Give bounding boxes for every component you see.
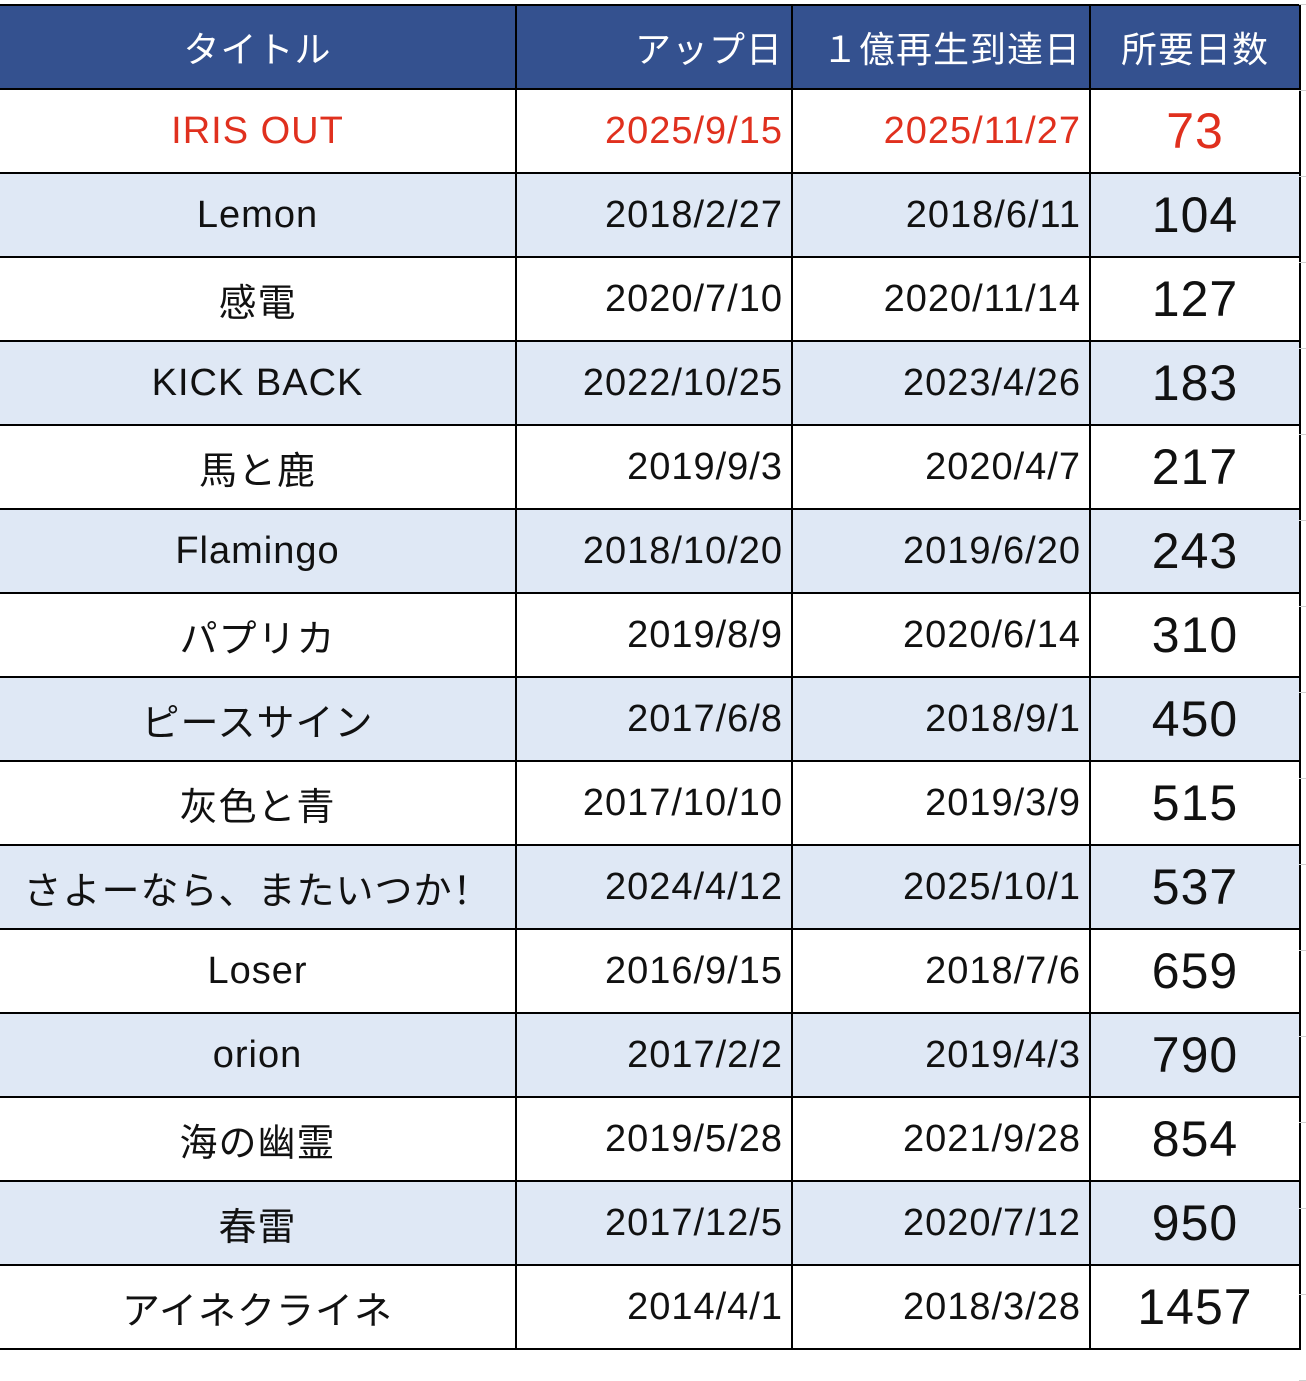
cell-days[interactable]: 183 <box>1089 340 1301 426</box>
cell-upload-date[interactable]: 2018/10/20 <box>515 508 793 594</box>
table-row: パプリカ 2019/8/9 2020/6/14 310 <box>0 592 1301 678</box>
gridline <box>1299 4 1306 5</box>
cell-upload-date[interactable]: 2018/2/27 <box>515 172 793 258</box>
gridline <box>1299 176 1306 177</box>
table-row: 感電 2020/7/10 2020/11/14 127 <box>0 256 1301 342</box>
cell-title[interactable]: パプリカ <box>0 592 517 678</box>
cell-title[interactable]: KICK BACK <box>0 340 517 426</box>
cell-title[interactable]: Lemon <box>0 172 517 258</box>
sheet-gridlines <box>1299 0 1306 1380</box>
cell-billion-date[interactable]: 2025/11/27 <box>791 88 1091 174</box>
cell-days[interactable]: 515 <box>1089 760 1301 846</box>
cell-billion-date[interactable]: 2019/3/9 <box>791 760 1091 846</box>
cell-upload-date[interactable]: 2019/5/28 <box>515 1096 793 1182</box>
cell-billion-date[interactable]: 2020/7/12 <box>791 1180 1091 1266</box>
table-row: 春雷 2017/12/5 2020/7/12 950 <box>0 1180 1301 1266</box>
gridline <box>1299 778 1306 779</box>
cell-billion-date[interactable]: 2020/11/14 <box>791 256 1091 342</box>
cell-days[interactable]: 790 <box>1089 1012 1301 1098</box>
table-row: 海の幽霊 2019/5/28 2021/9/28 854 <box>0 1096 1301 1182</box>
gridline <box>1299 692 1306 693</box>
cell-upload-date[interactable]: 2016/9/15 <box>515 928 793 1014</box>
cell-days[interactable]: 659 <box>1089 928 1301 1014</box>
cell-days[interactable]: 217 <box>1089 424 1301 510</box>
cell-days[interactable]: 73 <box>1089 88 1301 174</box>
cell-upload-date[interactable]: 2017/2/2 <box>515 1012 793 1098</box>
cell-billion-date[interactable]: 2021/9/28 <box>791 1096 1091 1182</box>
cell-title[interactable]: さよーなら、またいつか！ <box>0 844 517 930</box>
cell-upload-date[interactable]: 2020/7/10 <box>515 256 793 342</box>
header-upload-date[interactable]: アップ日 <box>515 4 793 90</box>
cell-billion-date[interactable]: 2020/6/14 <box>791 592 1091 678</box>
header-row: タイトル アップ日 １億再生到達日 所要日数 <box>0 4 1301 90</box>
cell-upload-date[interactable]: 2025/9/15 <box>515 88 793 174</box>
table-row: ピースサイン 2017/6/8 2018/9/1 450 <box>0 676 1301 762</box>
table-row: Flamingo 2018/10/20 2019/6/20 243 <box>0 508 1301 594</box>
gridline <box>1299 1294 1306 1295</box>
cell-upload-date[interactable]: 2014/4/1 <box>515 1264 793 1350</box>
gridline <box>1299 348 1306 349</box>
cell-title[interactable]: 灰色と青 <box>0 760 517 846</box>
gridline <box>1299 434 1306 435</box>
cell-title[interactable]: ピースサイン <box>0 676 517 762</box>
cell-upload-date[interactable]: 2022/10/25 <box>515 340 793 426</box>
cell-billion-date[interactable]: 2018/7/6 <box>791 928 1091 1014</box>
gridline <box>1299 1122 1306 1123</box>
header-days[interactable]: 所要日数 <box>1089 4 1301 90</box>
cell-billion-date[interactable]: 2018/9/1 <box>791 676 1091 762</box>
cell-title[interactable]: 春雷 <box>0 1180 517 1266</box>
cell-title[interactable]: 感電 <box>0 256 517 342</box>
cell-billion-date[interactable]: 2018/3/28 <box>791 1264 1091 1350</box>
cell-upload-date[interactable]: 2017/6/8 <box>515 676 793 762</box>
header-title[interactable]: タイトル <box>0 4 517 90</box>
cell-billion-date[interactable]: 2020/4/7 <box>791 424 1091 510</box>
billion-views-table: タイトル アップ日 １億再生到達日 所要日数 IRIS OUT 2025/9/15… <box>0 4 1301 1350</box>
gridline <box>1299 1036 1306 1037</box>
cell-days[interactable]: 104 <box>1089 172 1301 258</box>
table-row: Lemon 2018/2/27 2018/6/11 104 <box>0 172 1301 258</box>
table-row: Loser 2016/9/15 2018/7/6 659 <box>0 928 1301 1014</box>
cell-billion-date[interactable]: 2019/4/3 <box>791 1012 1091 1098</box>
cell-billion-date[interactable]: 2025/10/1 <box>791 844 1091 930</box>
table-row: 馬と鹿 2019/9/3 2020/4/7 217 <box>0 424 1301 510</box>
cell-upload-date[interactable]: 2024/4/12 <box>515 844 793 930</box>
gridline <box>1299 864 1306 865</box>
cell-days[interactable]: 950 <box>1089 1180 1301 1266</box>
table-row: KICK BACK 2022/10/25 2023/4/26 183 <box>0 340 1301 426</box>
gridline <box>1299 262 1306 263</box>
cell-billion-date[interactable]: 2019/6/20 <box>791 508 1091 594</box>
cell-days[interactable]: 310 <box>1089 592 1301 678</box>
cell-upload-date[interactable]: 2017/12/5 <box>515 1180 793 1266</box>
cell-title[interactable]: Loser <box>0 928 517 1014</box>
cell-days[interactable]: 1457 <box>1089 1264 1301 1350</box>
gridline <box>1299 950 1306 951</box>
cell-upload-date[interactable]: 2017/10/10 <box>515 760 793 846</box>
gridline <box>1299 520 1306 521</box>
table-row: アイネクライネ 2014/4/1 2018/3/28 1457 <box>0 1264 1301 1350</box>
cell-title[interactable]: アイネクライネ <box>0 1264 517 1350</box>
cell-title[interactable]: orion <box>0 1012 517 1098</box>
cell-title[interactable]: 海の幽霊 <box>0 1096 517 1182</box>
gridline <box>1299 1208 1306 1209</box>
cell-days[interactable]: 537 <box>1089 844 1301 930</box>
cell-billion-date[interactable]: 2023/4/26 <box>791 340 1091 426</box>
table-row: さよーなら、またいつか！ 2024/4/12 2025/10/1 537 <box>0 844 1301 930</box>
gridline <box>1299 606 1306 607</box>
cell-days[interactable]: 127 <box>1089 256 1301 342</box>
cell-title[interactable]: IRIS OUT <box>0 88 517 174</box>
table-row: IRIS OUT 2025/9/15 2025/11/27 73 <box>0 88 1301 174</box>
cell-title[interactable]: 馬と鹿 <box>0 424 517 510</box>
table-row: 灰色と青 2017/10/10 2019/3/9 515 <box>0 760 1301 846</box>
gridline <box>1299 90 1306 91</box>
cell-upload-date[interactable]: 2019/9/3 <box>515 424 793 510</box>
cell-days[interactable]: 854 <box>1089 1096 1301 1182</box>
cell-days[interactable]: 450 <box>1089 676 1301 762</box>
header-billion-date[interactable]: １億再生到達日 <box>791 4 1091 90</box>
cell-days[interactable]: 243 <box>1089 508 1301 594</box>
cell-upload-date[interactable]: 2019/8/9 <box>515 592 793 678</box>
cell-billion-date[interactable]: 2018/6/11 <box>791 172 1091 258</box>
table-row: orion 2017/2/2 2019/4/3 790 <box>0 1012 1301 1098</box>
cell-title[interactable]: Flamingo <box>0 508 517 594</box>
